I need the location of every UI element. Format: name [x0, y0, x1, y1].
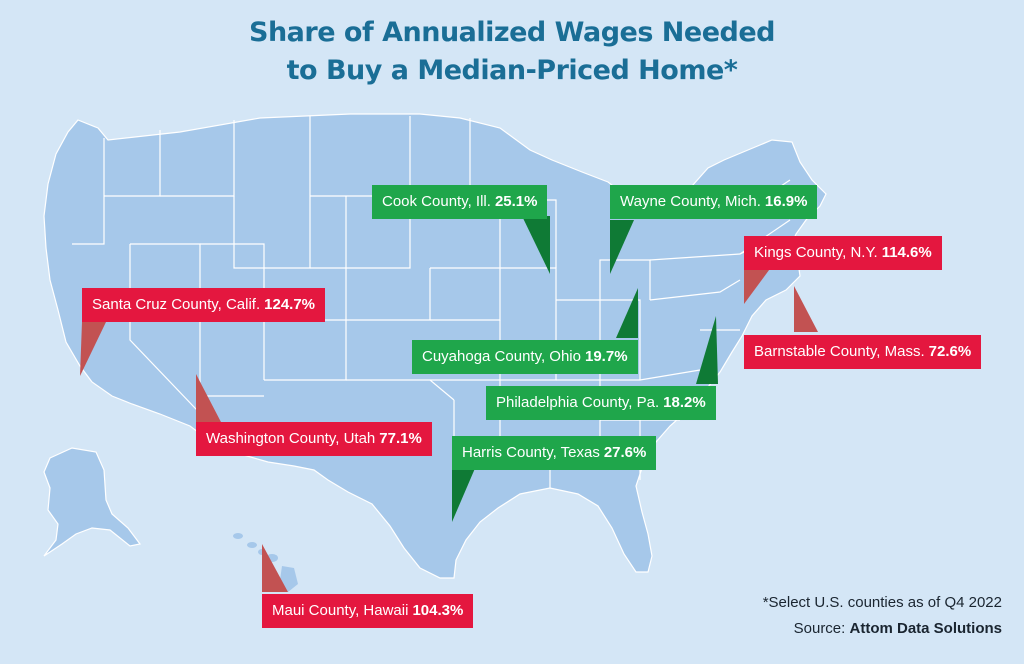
- callout-harris-county: Harris County, Texas 27.6%: [452, 436, 657, 470]
- callout-county: Maui County, Hawaii: [272, 602, 409, 619]
- pointer-barnstable: [794, 286, 818, 332]
- pointer-cook: [522, 216, 550, 274]
- callout-value: 25.1%: [494, 193, 538, 210]
- pointer-santa-cruz: [80, 322, 106, 376]
- source-label: Source:: [793, 620, 850, 637]
- callout-cuyahoga-county: Cuyahoga County, Ohio 19.7%: [412, 340, 638, 374]
- callout-value: 114.6%: [881, 244, 932, 261]
- callout-county: Santa Cruz County, Calif.: [92, 296, 261, 313]
- callout-pointers: [80, 216, 818, 592]
- callout-barnstable-county: Barnstable County, Mass. 72.6%: [744, 335, 982, 369]
- map-title: Share of Annualized Wages Needed to Buy …: [0, 14, 1024, 90]
- callout-value: 77.1%: [379, 430, 422, 447]
- callout-value: 124.7%: [264, 296, 316, 313]
- callout-value: 27.6%: [603, 444, 647, 461]
- alaska: [43, 447, 142, 557]
- source-name: Attom Data Solutions: [849, 620, 1003, 637]
- callout-county: Kings County, N.Y.: [754, 244, 878, 261]
- callout-value: 19.7%: [585, 348, 628, 365]
- callout-county: Cuyahoga County, Ohio: [422, 348, 581, 365]
- callout-county: Barnstable County, Mass.: [754, 343, 925, 360]
- title-line-2: to Buy a Median-Priced Home*: [286, 55, 738, 86]
- pointer-wayne: [610, 220, 634, 274]
- pointer-maui: [262, 544, 288, 592]
- footnote: *Select U.S. counties as of Q4 2022 Sour…: [763, 590, 1002, 642]
- callout-county: Washington County, Utah: [206, 430, 376, 447]
- callout-county: Cook County, Ill.: [382, 193, 491, 210]
- callout-washington-county: Washington County, Utah 77.1%: [196, 422, 432, 456]
- callout-cook-county: Cook County, Ill. 25.1%: [372, 185, 548, 219]
- callout-santa-cruz-county: Santa Cruz County, Calif. 124.7%: [82, 288, 326, 322]
- footnote-note: *Select U.S. counties as of Q4 2022: [762, 594, 1002, 611]
- callout-value: 18.2%: [663, 394, 706, 411]
- callout-maui-county: Maui County, Hawaii 104.3%: [262, 594, 474, 628]
- pointer-cuyahoga: [616, 288, 638, 338]
- pointer-kings: [744, 266, 772, 304]
- callout-kings-county: Kings County, N.Y. 114.6%: [744, 236, 942, 270]
- callout-county: Philadelphia County, Pa.: [496, 394, 660, 411]
- callout-philadelphia-county: Philadelphia County, Pa. 18.2%: [486, 386, 716, 420]
- pointer-washington: [196, 374, 222, 424]
- callout-county: Wayne County, Mich.: [620, 193, 761, 210]
- callout-wayne-county: Wayne County, Mich. 16.9%: [610, 185, 818, 219]
- callout-county: Harris County, Texas: [462, 444, 600, 461]
- callout-value: 104.3%: [412, 602, 464, 619]
- pointer-philadelphia: [696, 316, 718, 384]
- callout-value: 72.6%: [928, 343, 972, 360]
- pointer-harris: [452, 466, 476, 522]
- hawaii: [233, 533, 298, 592]
- source-line: Source: Attom Data Solutions: [763, 616, 1002, 642]
- title-line-1: Share of Annualized Wages Needed: [249, 17, 776, 48]
- callout-value: 16.9%: [764, 193, 808, 210]
